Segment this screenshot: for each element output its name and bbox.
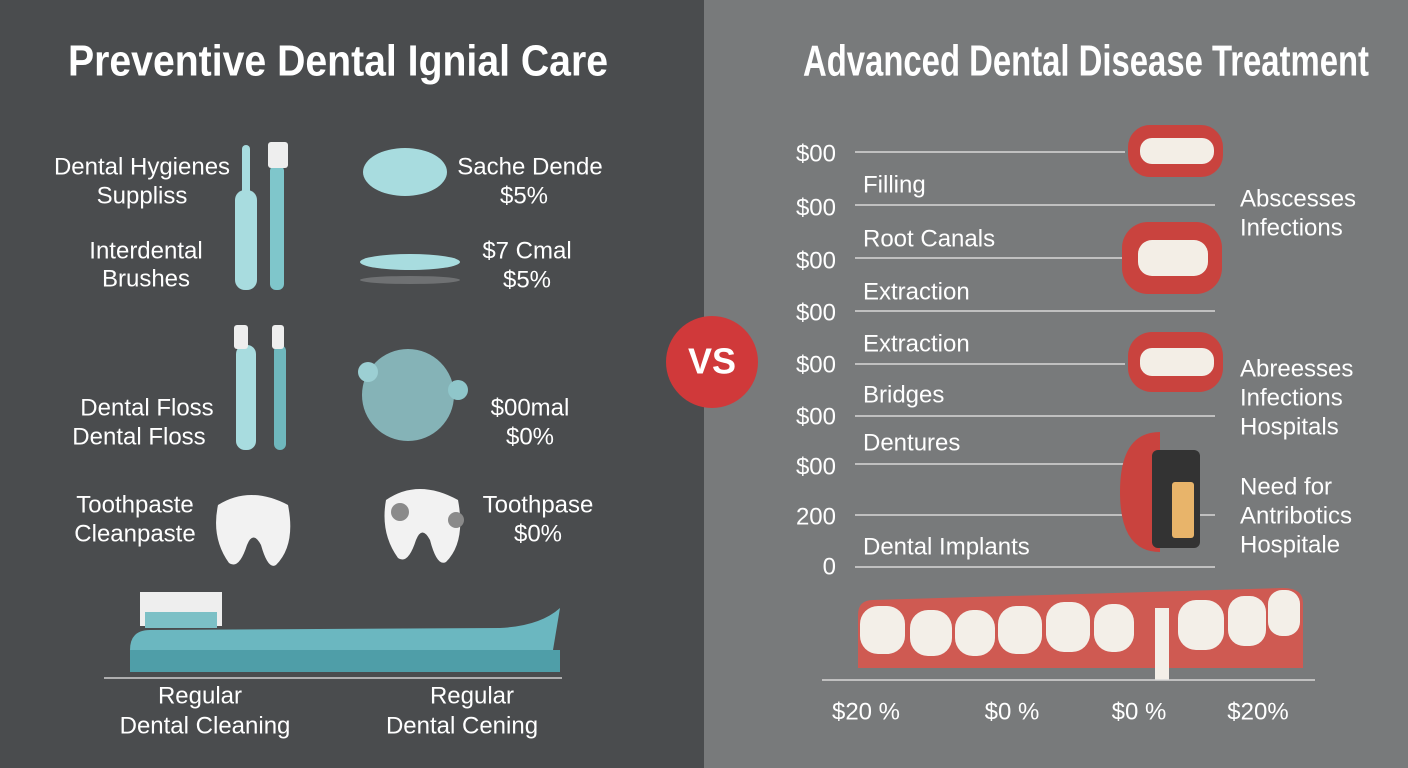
y-label: $00 bbox=[796, 194, 836, 221]
item-label: Toothpaste bbox=[76, 491, 193, 518]
row-labels: Filling Root Canals Extraction Extraction Br… bbox=[863, 171, 1030, 560]
item-label: Suppliss bbox=[97, 182, 188, 209]
item-label: $5% bbox=[503, 266, 551, 293]
row-label: Dentures bbox=[863, 429, 960, 456]
item-label: $00mal bbox=[491, 394, 570, 421]
vs-label: VS bbox=[688, 341, 736, 382]
row-label: Extraction bbox=[863, 330, 970, 357]
y-label: $00 bbox=[796, 453, 836, 480]
item-label: Dental Floss bbox=[80, 394, 213, 421]
item-label: $0% bbox=[514, 520, 562, 547]
y-label: $00 bbox=[796, 299, 836, 326]
item-label: Cleanpaste bbox=[74, 520, 195, 547]
item-label: $7 Cmal bbox=[482, 237, 571, 264]
row-label: Root Canals bbox=[863, 225, 995, 252]
item-label: $0% bbox=[506, 423, 554, 450]
item-label: Regular bbox=[158, 682, 242, 709]
y-label: $00 bbox=[796, 140, 836, 167]
item-label: Dental Cening bbox=[386, 712, 538, 739]
item-label: Sache Dende bbox=[457, 153, 602, 180]
x-labels: $20 % $0 % $0 % $20% bbox=[832, 698, 1289, 725]
left-title: Preventive Dental Ignial Care bbox=[68, 37, 608, 86]
note-line: Infections bbox=[1240, 384, 1343, 411]
note-line: Need for bbox=[1240, 473, 1332, 500]
y-label: $00 bbox=[796, 351, 836, 378]
item-label: Toothpase bbox=[483, 491, 594, 518]
row-label: Dental Implants bbox=[863, 533, 1030, 560]
y-label: $00 bbox=[796, 247, 836, 274]
row-label: Bridges bbox=[863, 381, 944, 408]
item-label: Regular bbox=[430, 682, 514, 709]
vs-badge bbox=[666, 316, 758, 408]
note-line: Abscesses bbox=[1240, 185, 1356, 212]
x-label: $0 % bbox=[1112, 698, 1167, 725]
x-label: $20 % bbox=[832, 698, 900, 725]
note-line: Hospitale bbox=[1240, 531, 1340, 558]
y-label: 200 bbox=[796, 503, 836, 530]
note-line: Antribotics bbox=[1240, 502, 1352, 529]
y-label: $00 bbox=[796, 403, 836, 430]
item-label: Dental Floss bbox=[72, 423, 205, 450]
note-line: Abreesses bbox=[1240, 355, 1353, 382]
x-label: $20% bbox=[1227, 698, 1288, 725]
item-label: $5% bbox=[500, 182, 548, 209]
right-illustrations bbox=[822, 125, 1315, 681]
item-label: Interdental bbox=[89, 237, 202, 264]
note-line: Infections bbox=[1240, 214, 1343, 241]
item-label: Dental Hygienes bbox=[54, 153, 230, 180]
x-label: $0 % bbox=[985, 698, 1040, 725]
left-illustrations bbox=[104, 142, 562, 679]
note-line: Hospitals bbox=[1240, 413, 1339, 440]
row-label: Extraction bbox=[863, 278, 970, 305]
notes: AbscessesInfectionsAbreessesInfectionsHo… bbox=[1240, 185, 1356, 558]
right-title: Advanced Dental Disease Treatment bbox=[803, 37, 1369, 86]
y-labels: $00 $00 $00 $00 $00 $00 $00 200 0 bbox=[796, 140, 836, 580]
item-label: Brushes bbox=[102, 265, 190, 292]
y-label: 0 bbox=[823, 553, 836, 580]
item-label: Dental Cleaning bbox=[120, 712, 291, 739]
row-label: Filling bbox=[863, 171, 926, 198]
